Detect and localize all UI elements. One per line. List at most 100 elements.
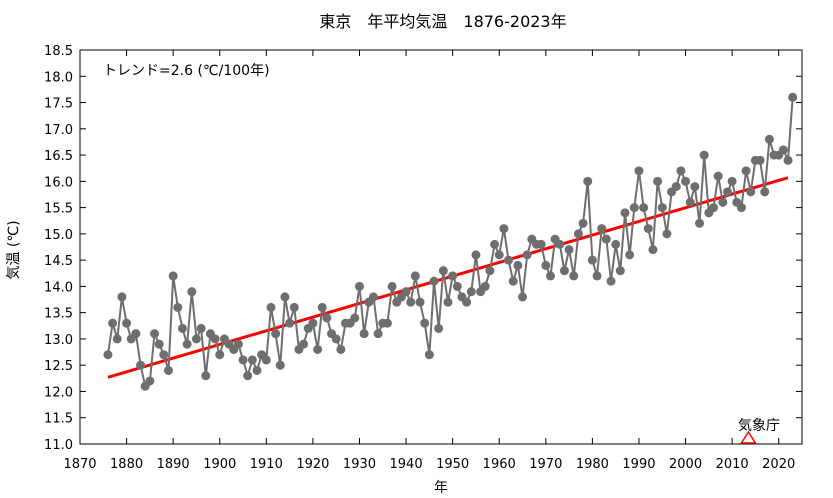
data-point <box>420 318 430 328</box>
data-point <box>480 281 490 291</box>
data-point <box>727 176 737 186</box>
data-point <box>685 197 695 207</box>
data-point <box>676 166 686 176</box>
x-tick-label: 2020 <box>762 457 795 472</box>
data-point <box>434 323 444 333</box>
data-point <box>504 255 514 265</box>
data-point <box>569 271 579 281</box>
data-point <box>755 155 765 165</box>
data-point <box>359 329 369 339</box>
data-point <box>131 329 141 339</box>
data-point <box>606 276 616 286</box>
chart-title: 東京 年平均気温 1876-2023年 <box>319 12 566 31</box>
data-point <box>783 155 793 165</box>
y-tick-label: 15.0 <box>44 228 73 243</box>
trend-annotation: トレンド=2.6 (℃/100年) <box>103 63 270 79</box>
axis-ticks: 1870 1880 1890 1900 1910 1920 1930 1940 1950 1960… <box>44 44 802 472</box>
data-point <box>122 318 132 328</box>
data-point <box>233 339 243 349</box>
data-point <box>424 350 434 360</box>
data-point <box>317 302 327 312</box>
data-point <box>215 350 225 360</box>
data-point <box>191 334 201 344</box>
data-point <box>741 166 751 176</box>
data-point <box>164 365 174 375</box>
data-point <box>629 203 639 213</box>
data-point <box>108 318 118 328</box>
data-point <box>462 297 472 307</box>
data-point <box>587 255 597 265</box>
data-point <box>559 266 569 276</box>
y-tick-label: 14.0 <box>44 280 73 295</box>
data-point <box>438 266 448 276</box>
x-tick-label: 2010 <box>716 457 749 472</box>
data-point <box>722 187 732 197</box>
marker-layer <box>740 430 757 444</box>
data-point <box>415 297 425 307</box>
data-point <box>448 271 458 281</box>
data-point <box>336 344 346 354</box>
series-line <box>106 97 794 389</box>
data-point <box>657 203 667 213</box>
data-point <box>387 281 397 291</box>
data-point <box>597 224 607 234</box>
x-tick-label: 1940 <box>390 457 423 472</box>
x-tick-label: 1950 <box>436 457 469 472</box>
y-tick-label: 11.0 <box>44 438 73 453</box>
data-point <box>196 323 206 333</box>
data-point <box>452 281 462 291</box>
y-tick-label: 12.5 <box>44 359 73 374</box>
data-point <box>499 224 509 234</box>
data-point <box>280 292 290 302</box>
data-point <box>518 292 528 302</box>
source-triangle-icon <box>740 430 757 444</box>
data-point <box>736 203 746 213</box>
data-point <box>508 276 518 286</box>
data-point <box>350 313 360 323</box>
data-point <box>601 234 611 244</box>
data-point <box>713 171 723 181</box>
data-point <box>159 350 169 360</box>
data-point <box>471 250 481 260</box>
data-point <box>168 271 178 281</box>
data-point <box>238 355 248 365</box>
y-tick-label: 18.0 <box>44 70 73 85</box>
data-point <box>252 365 262 375</box>
data-point <box>271 329 281 339</box>
data-point <box>275 360 285 370</box>
data-point <box>615 266 625 276</box>
data-point <box>764 134 774 144</box>
y-tick-label: 12.0 <box>44 385 73 400</box>
data-point <box>247 355 257 365</box>
y-tick-label: 11.5 <box>44 412 73 427</box>
data-point <box>266 302 276 312</box>
data-point <box>718 197 728 207</box>
data-point <box>583 176 593 186</box>
data-point <box>578 218 588 228</box>
x-tick-label: 2000 <box>669 457 702 472</box>
data-point <box>401 287 411 297</box>
source-label: 気象庁 <box>738 418 780 434</box>
data-point <box>187 287 197 297</box>
plot-frame <box>79 49 803 445</box>
data-point <box>299 339 309 349</box>
data-point <box>746 187 756 197</box>
data-point <box>368 292 378 302</box>
y-tick-label: 17.0 <box>44 123 73 138</box>
y-tick-label: 16.0 <box>44 175 73 190</box>
y-tick-label: 15.5 <box>44 202 73 217</box>
data-point <box>154 339 164 349</box>
y-axis-label: 気温 (℃) <box>6 220 22 279</box>
data-point <box>541 260 551 270</box>
x-tick-label: 1880 <box>110 457 143 472</box>
y-tick-label: 17.5 <box>44 97 73 112</box>
data-point <box>313 344 323 354</box>
data-point <box>103 350 113 360</box>
data-point <box>243 371 253 381</box>
data-point <box>145 376 155 386</box>
y-tick-label: 13.0 <box>44 333 73 348</box>
x-tick-label: 1870 <box>63 457 96 472</box>
y-tick-label: 16.5 <box>44 149 73 164</box>
data-point <box>406 297 416 307</box>
